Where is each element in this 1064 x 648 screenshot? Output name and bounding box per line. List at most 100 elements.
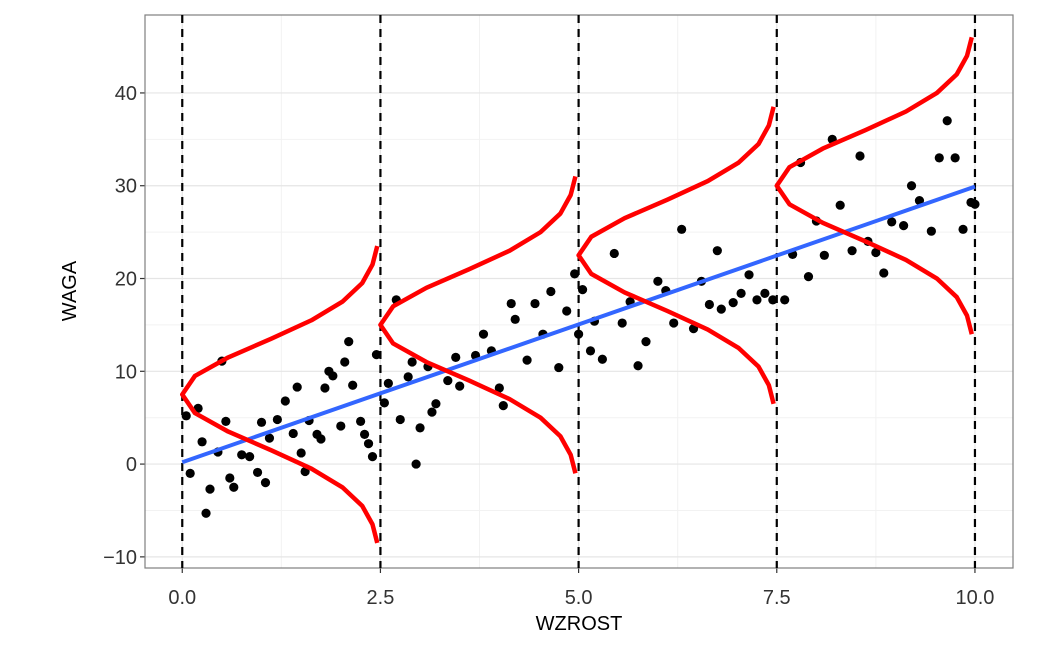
point [950,153,960,163]
point [803,272,814,282]
point [260,478,271,488]
point [819,250,829,260]
point [201,508,211,518]
point [633,361,643,371]
point [716,304,726,314]
point [415,423,425,433]
x-tick-label: 2.5 [367,587,395,609]
point [744,270,754,280]
point [494,383,504,393]
point [887,217,897,227]
point [530,298,540,309]
x-tick-label: 10.0 [955,587,994,609]
point [498,401,508,411]
point [522,355,532,365]
y-axis-label: WAGA [59,260,81,321]
point [847,246,857,256]
point [914,195,925,206]
density-curve [576,106,776,405]
point [272,414,282,425]
point [554,362,564,373]
point [320,383,330,393]
y-tick-label: −10 [103,547,137,569]
point [256,417,267,427]
point [185,468,195,478]
point [356,416,366,426]
point [336,421,346,431]
point [328,371,338,381]
point [431,399,441,409]
point [443,375,453,386]
x-axis-label: WZROST [536,613,623,635]
point [712,246,722,256]
point [752,295,762,305]
point [181,411,191,421]
point [577,285,588,295]
point [506,298,516,309]
point [252,467,263,478]
point [677,224,687,234]
point [879,268,889,278]
point [296,448,306,458]
point [958,224,968,234]
point [510,314,520,324]
point [574,329,584,339]
y-tick-label: 20 [115,269,137,291]
point [455,381,465,391]
point [835,200,845,210]
y-tick-label: 10 [115,361,137,383]
point [383,378,393,388]
x-tick-label: 7.5 [763,587,791,609]
point [855,151,865,161]
point [597,354,607,364]
point [403,372,413,382]
point [237,450,247,460]
point [367,452,378,462]
x-tick-label: 0.0 [168,587,196,609]
point [344,337,354,347]
point [340,357,350,367]
point [653,276,663,286]
point [736,288,746,298]
point [221,416,231,426]
point [451,352,461,362]
point [427,407,437,417]
y-tick-label: 40 [115,83,137,105]
point [359,429,370,439]
point [768,295,778,305]
point [617,318,627,328]
point [934,153,944,163]
point [280,396,290,406]
y-tick-label: 0 [126,454,137,476]
y-tick-label: 30 [115,176,137,198]
point [728,298,738,308]
point [641,337,651,347]
point [760,288,770,298]
point [371,349,382,360]
density-curve [180,245,380,544]
point [704,299,714,310]
density-curve [774,36,974,335]
point [245,452,255,462]
point [669,318,679,328]
point [609,248,619,259]
point [197,437,207,447]
point [570,269,580,279]
point [906,181,917,191]
point [395,414,405,425]
point [363,439,374,449]
point [348,380,358,390]
point [926,226,936,236]
point [379,398,389,408]
point [316,434,326,444]
x-tick-label: 5.0 [565,587,593,609]
point [288,428,298,439]
point [871,247,881,258]
point [225,473,235,483]
point [205,484,215,494]
point [780,295,790,305]
point [546,286,556,297]
point [292,382,302,392]
point [411,459,421,469]
